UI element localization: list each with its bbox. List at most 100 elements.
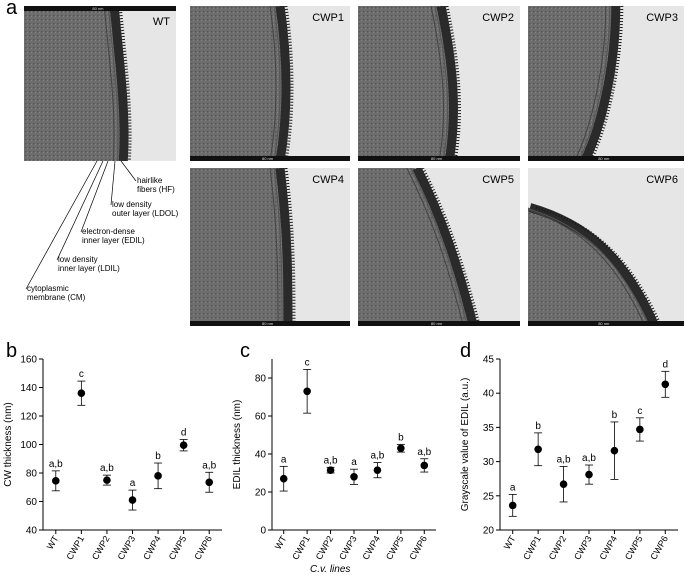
- data-point: [205, 478, 214, 487]
- significance-label: a,b: [557, 454, 571, 465]
- data-point: [350, 473, 358, 481]
- data-point: [326, 466, 335, 474]
- leader-line-ldil: [56, 160, 104, 261]
- significance-label: a,b: [49, 459, 63, 470]
- x-tick-label: CWP5: [167, 534, 189, 562]
- significance-label: a,b: [417, 447, 431, 458]
- scale-bar-label: 80 nm: [430, 156, 443, 161]
- x-tick-label: CWP2: [314, 534, 336, 562]
- x-tick-label: CWP6: [192, 534, 214, 562]
- significance-label: b: [612, 410, 618, 421]
- shared-xlabel: C.v. lines: [310, 564, 351, 575]
- scale-bar: 80 nm: [358, 321, 520, 326]
- em-image-cwp1: 80 nm CWP1: [190, 6, 350, 161]
- annotation-cm: cytoplasmic membrane (CM): [27, 284, 86, 302]
- panel-c-letter: c: [240, 340, 250, 362]
- chart-cw-thickness: 40 60 80 100 120 140 160 CW thickness (nm) WT a,b…: [3, 355, 222, 562]
- significance-label: a,b: [324, 455, 338, 466]
- leader-line-ldol: [110, 160, 116, 206]
- em-image-label: WT: [152, 16, 170, 28]
- data-point: [534, 445, 542, 454]
- scale-bar: 80 nm: [190, 321, 350, 326]
- significance-label: b: [155, 451, 161, 462]
- significance-label: a,b: [100, 463, 114, 474]
- data-point: [303, 387, 311, 396]
- significance-label: d: [181, 428, 187, 439]
- significance-label: a: [281, 454, 287, 465]
- scale-bar: 80 nm: [528, 321, 684, 326]
- significance-label: c: [637, 406, 642, 417]
- data-point: [128, 496, 137, 504]
- data-point: [508, 501, 517, 510]
- data-point: [585, 470, 593, 479]
- em-image-cwp6: 80 nm CWP6: [528, 168, 684, 326]
- x-tick-label: CWP6: [407, 534, 429, 562]
- x-tick-label: CWP2: [90, 534, 112, 562]
- y-tick-label: 140: [20, 383, 37, 394]
- x-tick-label: CWP3: [572, 534, 594, 562]
- em-image-cwp2: 80 nm CWP2: [358, 6, 520, 161]
- y-tick-label: 25: [483, 491, 495, 502]
- data-point: [51, 477, 60, 485]
- y-tick-label: 30: [483, 457, 495, 468]
- x-tick-label: CWP1: [64, 534, 86, 562]
- scale-bar-label: 80 nm: [92, 6, 104, 11]
- scale-bar-label: 80 nm: [430, 321, 443, 326]
- y-tick-label: 120: [20, 412, 37, 423]
- panel-d-letter: d: [460, 340, 472, 362]
- y-tick-label: 45: [483, 355, 495, 366]
- x-tick-label: CWP3: [116, 534, 138, 562]
- scale-bar: 80 nm: [190, 156, 350, 161]
- y-tick-label: 40: [26, 526, 38, 537]
- x-tick-label: CWP4: [360, 534, 382, 562]
- data-point: [636, 425, 644, 434]
- y-tick-label: 40: [255, 450, 267, 461]
- annotation-ldol: low density outer layer (LDOL): [112, 200, 179, 218]
- y-axis-label: Grayscale value of EDIL (a.u.): [460, 378, 471, 512]
- scale-bar-label: 80 nm: [598, 156, 610, 161]
- chart-edil-grayscale: 20 25 30 35 40 45 Grayscale value of EDIL (a.u…: [460, 355, 678, 562]
- significance-label: a: [510, 482, 516, 493]
- x-tick-label: CWP2: [547, 534, 569, 562]
- x-tick-label: CWP4: [141, 534, 163, 562]
- annotation-ldil: low density inner layer (LDIL): [58, 255, 120, 273]
- leader-line-hf: [120, 160, 137, 182]
- y-axis-label: EDIL thickness (nm): [232, 400, 243, 490]
- significance-label: a: [351, 457, 357, 468]
- y-tick-label: 35: [483, 423, 495, 434]
- chart-edil-thickness: 0 20 40 60 80 EDIL thickness (nm) WT a CWP1 c CWP2…: [232, 357, 436, 562]
- y-tick-label: 40: [483, 389, 495, 400]
- em-image-label: CWP3: [646, 12, 678, 24]
- significance-label: a: [130, 478, 136, 489]
- panel-b-letter: b: [6, 340, 18, 362]
- data-point: [179, 441, 188, 450]
- data-point: [610, 446, 619, 455]
- y-tick-label: 80: [255, 374, 267, 385]
- x-tick-label: CWP4: [597, 534, 619, 562]
- significance-label: a,b: [202, 460, 216, 471]
- leader-line-edil: [80, 160, 109, 233]
- em-image-wt: 80 nm WT: [24, 6, 176, 161]
- data-point: [154, 472, 162, 480]
- significance-label: d: [663, 359, 669, 370]
- x-tick-label: CWP5: [384, 534, 406, 562]
- significance-label: b: [398, 433, 404, 444]
- y-tick-label: 80: [26, 469, 38, 480]
- y-tick-label: 160: [20, 355, 37, 366]
- significance-label: c: [305, 357, 310, 368]
- em-image-label: CWP4: [312, 174, 344, 186]
- em-image-cwp3: 80 nm CWP3: [528, 6, 684, 161]
- data-point: [373, 466, 382, 474]
- scale-bar-label: 80 nm: [598, 321, 610, 326]
- significance-label: a,b: [582, 453, 596, 464]
- em-image-label: CWP6: [646, 174, 678, 186]
- data-point: [77, 389, 86, 397]
- y-tick-label: 60: [26, 497, 38, 508]
- em-image-cwp5: 80 nm CWP5: [358, 168, 520, 326]
- y-axis-label: CW thickness (nm): [3, 402, 14, 486]
- x-tick-label: CWP3: [337, 534, 359, 562]
- annotation-hf: hairlike fibers (HF): [137, 176, 175, 194]
- em-image-label: CWP1: [312, 12, 344, 24]
- scale-bar: 80 nm: [528, 156, 684, 161]
- x-tick-label: CWP1: [290, 534, 312, 562]
